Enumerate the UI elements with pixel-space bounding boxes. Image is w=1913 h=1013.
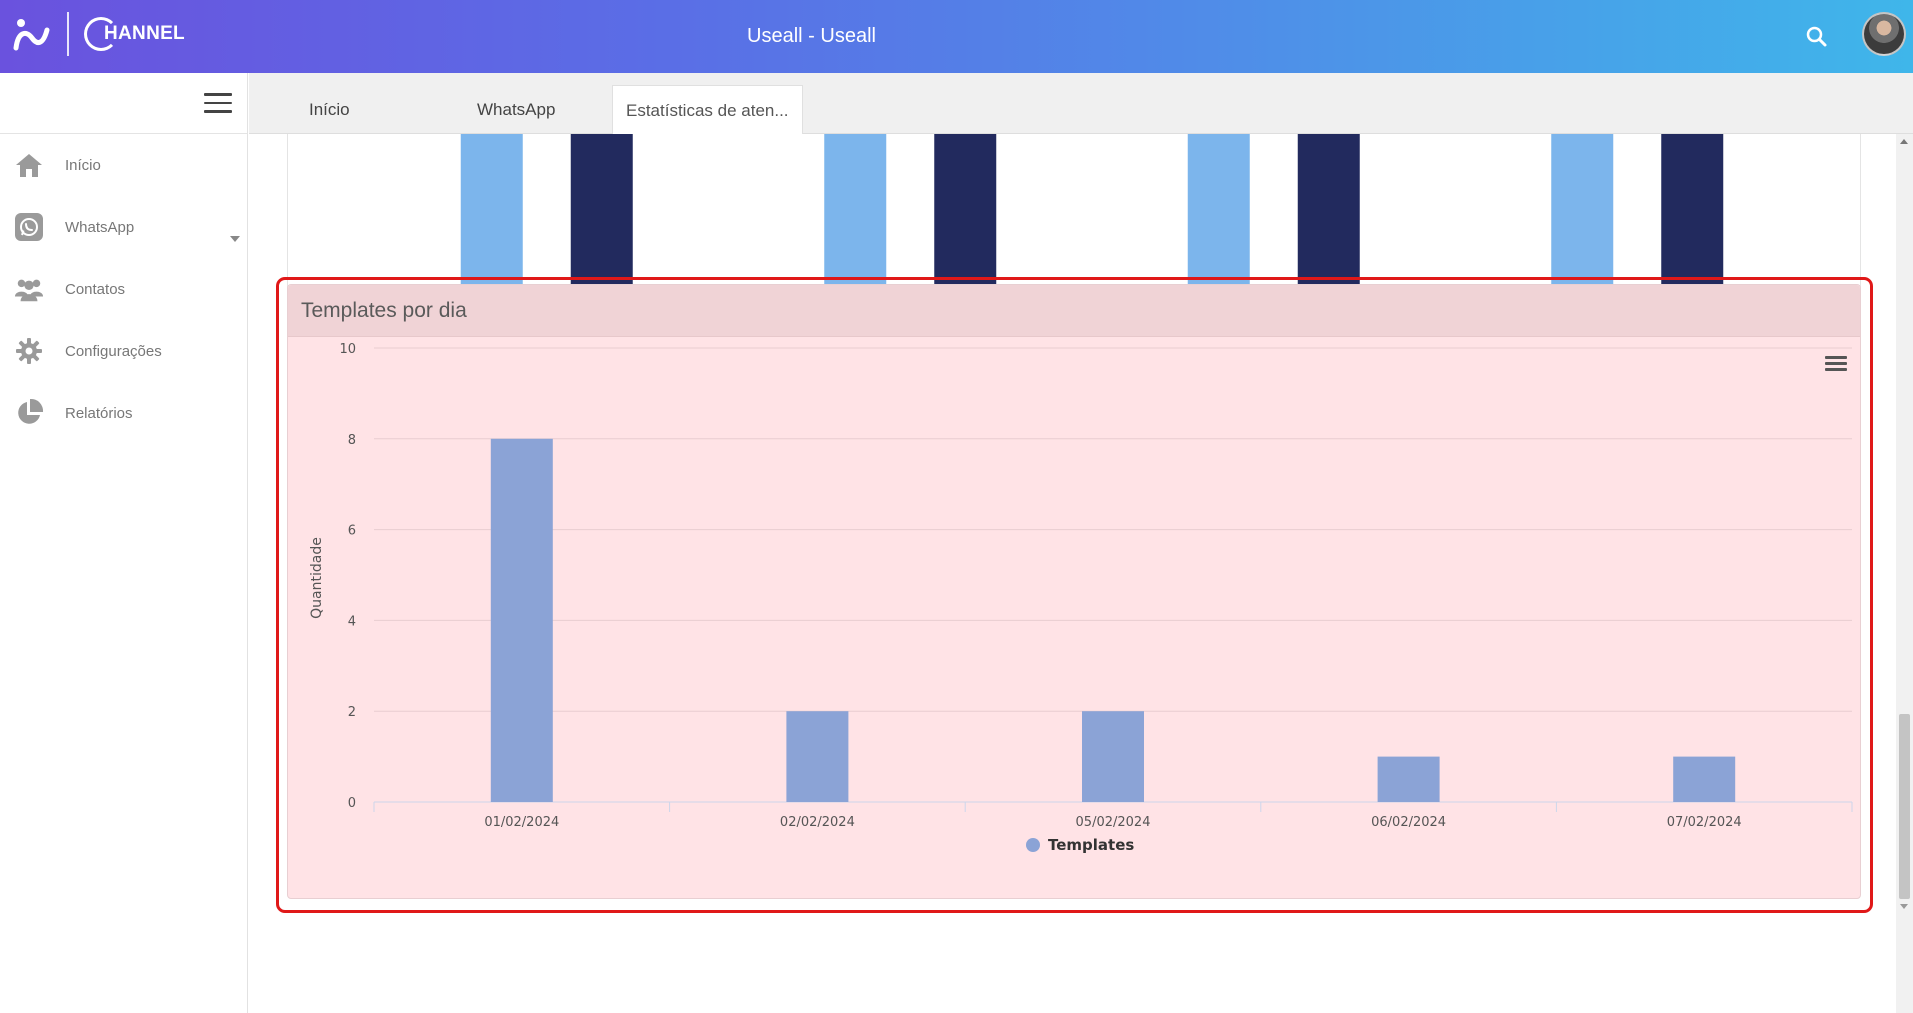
top-header: HANNEL Useall - Useall bbox=[0, 0, 1913, 73]
x-tick-label: 06/02/2024 bbox=[1371, 815, 1446, 830]
bar-received bbox=[824, 134, 887, 310]
legend-dot-icon bbox=[1026, 838, 1040, 852]
bar-sent bbox=[1661, 134, 1724, 310]
whatsapp-icon bbox=[14, 212, 44, 242]
bar-received bbox=[460, 134, 523, 310]
gear-icon bbox=[14, 336, 44, 366]
sidebar-item-inicio[interactable]: Início bbox=[0, 134, 247, 196]
sidebar-item-contatos[interactable]: Contatos bbox=[0, 258, 247, 320]
sidebar-item-label: Configurações bbox=[65, 342, 162, 360]
legend-label: Templates bbox=[1048, 836, 1134, 854]
tab-whatsapp[interactable]: WhatsApp bbox=[477, 100, 556, 119]
chart-context-menu-icon[interactable] bbox=[1825, 356, 1847, 374]
messages-chart: 0 01/02/202402/02/202405/02/202406/02/20… bbox=[340, 134, 1819, 377]
x-tick-label: 05/02/2024 bbox=[1076, 815, 1151, 830]
scroll-thumb[interactable] bbox=[1899, 714, 1910, 899]
scroll-up-icon[interactable] bbox=[1900, 139, 1908, 144]
menu-toggle-icon[interactable] bbox=[204, 93, 232, 113]
main-content: 0 01/02/2024 02/02/2024 05/02/2024 06/02/20… bbox=[249, 134, 1896, 1013]
card-title: Templates por dia bbox=[288, 285, 1860, 337]
tab-inicio[interactable]: Início bbox=[309, 100, 350, 119]
y-tick-label: 8 bbox=[348, 433, 356, 448]
bar-templates bbox=[490, 438, 553, 802]
y-tick-label: 2 bbox=[348, 705, 356, 720]
app-logo-icon[interactable] bbox=[12, 16, 52, 52]
bar-templates bbox=[1673, 756, 1736, 802]
tab-estatisticas[interactable]: Estatísticas de aten... bbox=[612, 85, 803, 135]
sidebar-top bbox=[0, 73, 247, 134]
search-icon[interactable] bbox=[1804, 24, 1830, 50]
bar-templates bbox=[786, 711, 849, 802]
bar-templates bbox=[1377, 756, 1440, 802]
user-avatar[interactable] bbox=[1862, 12, 1906, 56]
bar-templates bbox=[1082, 711, 1144, 802]
x-tick-label: 01/02/2024 bbox=[484, 815, 559, 830]
home-icon bbox=[14, 150, 44, 180]
x-tick-label: 02/02/2024 bbox=[780, 815, 855, 830]
logo-separator bbox=[67, 12, 69, 56]
page-title: Useall - Useall bbox=[747, 25, 876, 47]
y-tick-label: 0 bbox=[348, 796, 356, 811]
bar-received bbox=[1187, 134, 1250, 310]
sidebar: Início WhatsApp Contatos bbox=[0, 73, 248, 1013]
pie-chart-icon bbox=[14, 398, 44, 428]
bar-sent bbox=[934, 134, 997, 310]
contacts-icon bbox=[14, 274, 44, 304]
sidebar-item-whatsapp[interactable]: WhatsApp bbox=[0, 196, 247, 258]
x-tick-label: 07/02/2024 bbox=[1667, 815, 1742, 830]
sidebar-item-configuracoes[interactable]: Configurações bbox=[0, 320, 247, 382]
templates-chart: 0 2 4 6 8 10 01/02/2024 02/02/2024 05/02/2024 06… bbox=[309, 342, 1853, 854]
bar-sent bbox=[570, 134, 633, 310]
sidebar-item-label: Início bbox=[65, 156, 101, 174]
sidebar-item-relatorios[interactable]: Relatórios bbox=[0, 382, 247, 444]
y-tick-label: 4 bbox=[348, 614, 356, 629]
channel-logo-c-icon bbox=[84, 17, 118, 51]
sidebar-item-label: WhatsApp bbox=[65, 218, 135, 236]
bar-sent bbox=[1297, 134, 1360, 310]
scroll-down-icon[interactable] bbox=[1900, 904, 1908, 909]
tab-bar: Início WhatsApp Estatísticas de aten... bbox=[249, 73, 1913, 135]
chevron-down-icon[interactable] bbox=[230, 236, 240, 242]
channel-logo: HANNEL bbox=[84, 16, 185, 52]
y-tick-label: 6 bbox=[348, 524, 356, 539]
y-axis-title: Quantidade bbox=[309, 537, 325, 619]
sidebar-item-label: Relatórios bbox=[65, 404, 133, 422]
y-tick-label: 10 bbox=[339, 342, 356, 357]
sidebar-item-label: Contatos bbox=[65, 280, 126, 298]
legend-item[interactable]: Templates bbox=[1026, 836, 1134, 854]
templates-chart-card: Templates por dia 0 2 4 6 8 10 01/02/2024 02/0… bbox=[287, 284, 1861, 899]
bar-received bbox=[1551, 134, 1614, 310]
page-scrollbar[interactable] bbox=[1896, 134, 1913, 1013]
channel-logo-text: HANNEL bbox=[104, 23, 185, 44]
